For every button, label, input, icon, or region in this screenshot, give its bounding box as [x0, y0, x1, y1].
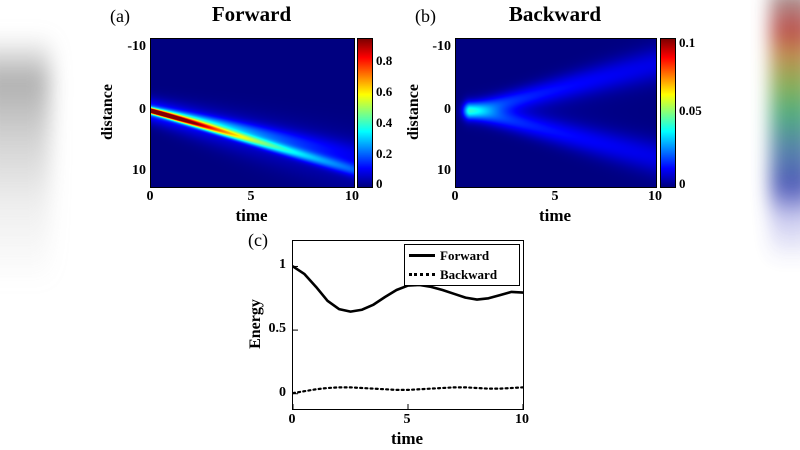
panel-b-label: (b) — [415, 6, 436, 26]
background-artifact-right — [770, 0, 800, 288]
legend-backward-line-sample — [409, 273, 435, 276]
panel-b-colorbar-canvas — [661, 39, 675, 187]
panel-c-ylabel: Energy — [247, 299, 264, 349]
panel-b-ytick-10: 10 — [437, 163, 451, 178]
panel-a-xtick-5: 5 — [247, 189, 255, 204]
panel-b-cbar-tick-01: 0.1 — [679, 35, 696, 50]
panel-b-cbar-tick-0: 0 — [679, 176, 686, 191]
forward-heatmap-canvas — [151, 39, 354, 187]
panel-c-xtick-10: 10 — [515, 412, 529, 427]
panel-b-ylabel: distance — [405, 84, 422, 140]
panel-c-xlabel: time — [390, 429, 424, 448]
panel-a-colorbar-canvas — [358, 39, 372, 187]
panel-c-ytick-0: 0 — [279, 385, 286, 400]
panel-b-cbar-tick-005: 0.05 — [679, 103, 702, 118]
panel-a-label: (a) — [110, 6, 130, 26]
panel-a-cbar-tick-08: 0.8 — [376, 53, 393, 68]
panel-a-ytick-minus10: -10 — [127, 39, 146, 54]
panel-a-xtick-0: 0 — [146, 189, 154, 204]
panel-b-xtick-10: 10 — [648, 189, 662, 204]
panel-b-xtick-0: 0 — [451, 189, 459, 204]
panel-a-cbar-tick-0: 0 — [376, 176, 383, 191]
background-artifact-left — [0, 35, 50, 285]
panel-a-xtick-10: 10 — [345, 189, 359, 204]
legend-forward-label: Forward — [440, 247, 490, 263]
legend-backward-label: Backward — [440, 266, 498, 282]
legend-forward-line-sample — [409, 254, 435, 257]
panel-a-title: Forward — [211, 2, 292, 26]
panel-c-xtick-5: 5 — [403, 412, 411, 427]
panel-b-axes — [455, 38, 657, 188]
panel-c-xtick-0: 0 — [288, 412, 296, 427]
legend-item-forward: Forward — [405, 247, 519, 264]
panel-a-xlabel: time — [235, 206, 268, 225]
panel-a-cbar-tick-02: 0.2 — [376, 146, 393, 161]
legend-item-backward: Backward — [405, 266, 519, 283]
panel-a-ylabel: distance — [99, 84, 116, 140]
panel-c-ytick-05: 0.5 — [268, 321, 287, 336]
panel-b-xlabel: time — [538, 206, 572, 225]
panel-a-colorbar — [357, 38, 373, 188]
panel-c-axes — [292, 240, 524, 410]
panel-b-ytick-0: 0 — [444, 102, 451, 117]
panel-b-title: Backward — [508, 2, 602, 26]
legend: Forward Backward — [404, 244, 520, 286]
panel-a-cbar-tick-04: 0.4 — [376, 115, 393, 130]
panel-b-ytick-minus10: -10 — [432, 39, 451, 54]
panel-b-colorbar — [660, 38, 676, 188]
panel-c-label: (c) — [248, 230, 268, 250]
backward-heatmap-canvas — [456, 39, 656, 187]
panel-a-cbar-tick-06: 0.6 — [376, 84, 393, 99]
panel-a-ytick-10: 10 — [132, 163, 146, 178]
panel-b-xtick-5: 5 — [551, 189, 559, 204]
panel-a-ytick-0: 0 — [139, 102, 146, 117]
panel-c-ytick-1: 1 — [279, 257, 286, 272]
panel-a-axes — [150, 38, 355, 188]
